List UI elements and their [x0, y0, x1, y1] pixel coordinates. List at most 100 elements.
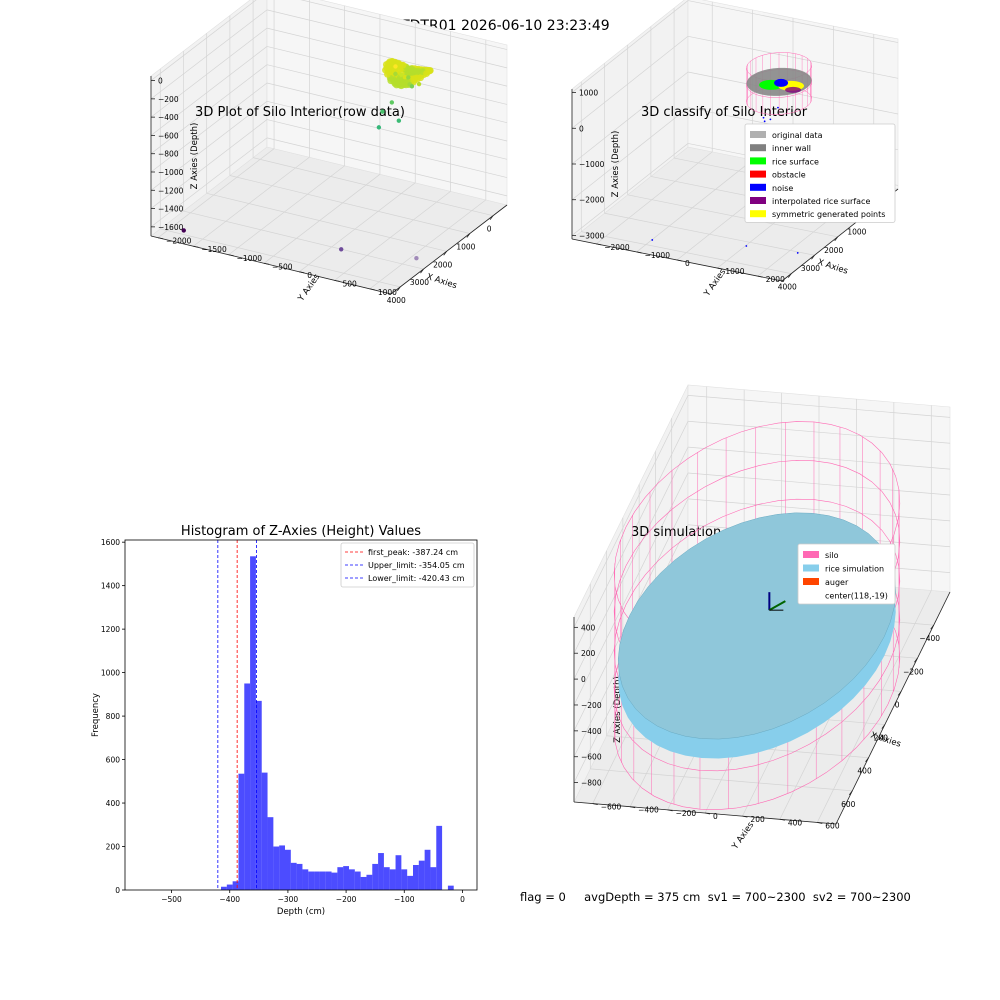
y-tick-label: −200: [676, 809, 697, 818]
y-tick-label: 800: [106, 712, 121, 721]
histogram-bar: [314, 871, 320, 890]
legend-label: rice simulation: [825, 565, 884, 574]
grid-line: [266, 64, 508, 124]
histogram-bar: [273, 846, 280, 890]
noise-point: [796, 252, 799, 254]
grid-line: [150, 119, 268, 209]
x-tick-mark: [396, 286, 401, 292]
z-tick-label: 200: [581, 649, 596, 658]
y-tick-label: 200: [106, 843, 121, 852]
z-tick-label: −1600: [158, 223, 184, 232]
grid-line: [573, 446, 689, 680]
auger-marker: [768, 600, 786, 612]
y-tick-label: 400: [106, 799, 121, 808]
x-axis-line: [835, 591, 951, 825]
histogram-bar: [395, 855, 402, 890]
histogram-bar: [366, 874, 373, 890]
z-tick-label: −800: [581, 779, 602, 788]
x-tick-label: −200: [336, 895, 357, 904]
histogram-bar: [319, 871, 326, 890]
histogram-bar: [267, 817, 274, 890]
y-tick-label: −1000: [237, 254, 263, 263]
data-point: [387, 77, 395, 85]
legend-label: interpolated rice surface: [772, 197, 870, 206]
histogram-bar: [354, 871, 361, 890]
grid-line: [229, 175, 470, 234]
x-tick-mark: [914, 658, 918, 663]
data-point: [409, 84, 415, 89]
grid-line: [150, 82, 268, 173]
grid-line: [369, 199, 487, 290]
y-tick-mark: [636, 251, 642, 254]
histogram-bar: [285, 849, 291, 890]
x-tick-label: 1000: [847, 227, 866, 236]
y-tick-label: −600: [601, 803, 622, 812]
legend-swatch: [750, 197, 766, 204]
y-tick-label: −400: [638, 806, 659, 815]
y-tick-mark: [779, 818, 785, 821]
x-tick-label: 2000: [824, 246, 843, 255]
y-tick-label: 600: [825, 821, 840, 830]
data-point: [396, 118, 402, 123]
noise-region: [774, 78, 789, 87]
legend-label: auger: [825, 578, 849, 587]
data-point: [376, 125, 382, 130]
grid-line: [206, 192, 447, 252]
x-tick-mark: [897, 691, 902, 696]
data-point: [416, 81, 422, 87]
grid-line: [571, 36, 689, 129]
legend-label: Lower_limit: -420.43 cm: [368, 574, 465, 583]
x-tick-label: 0: [460, 895, 465, 904]
z-tick-label: −200: [158, 95, 179, 104]
data-point: [402, 74, 408, 80]
y-tick-mark: [704, 812, 711, 815]
x-tick-mark: [881, 724, 886, 729]
noise-point: [777, 106, 779, 109]
x-tick-label: −100: [394, 895, 415, 904]
legend-label: rice surface: [772, 157, 819, 166]
histogram-bar: [261, 772, 268, 890]
histogram-bar: [296, 863, 303, 890]
legend-label: noise: [772, 184, 793, 193]
interpolated-surface-region: [785, 86, 802, 93]
x-tick-label: −400: [219, 895, 240, 904]
y-tick-label: −2000: [604, 243, 630, 252]
grid-line: [266, 82, 508, 142]
z-tick-label: −2000: [579, 196, 605, 205]
y-axis-label: Frequency: [91, 693, 101, 737]
legend-box: [744, 123, 896, 223]
histogram-bar: [413, 865, 419, 890]
chart-title: 3D classify of Silo Interior: [641, 105, 808, 120]
histogram-bar: [302, 869, 309, 890]
data-point: [382, 61, 390, 68]
y-tick-label: −1000: [645, 251, 671, 260]
grid-line: [636, 159, 753, 253]
y-tick-label: 0: [685, 259, 690, 268]
x-axis-label: X Axies: [816, 257, 849, 276]
x-tick-mark: [811, 255, 815, 260]
x-tick-mark: [466, 233, 471, 238]
y-tick-label: −2000: [166, 237, 192, 246]
z-tick-label: 0: [581, 675, 586, 684]
legend-label: inner wall: [772, 144, 811, 153]
grid-line: [150, 64, 268, 154]
histogram-bar: [308, 871, 315, 890]
z-tick-label: 0: [579, 124, 584, 133]
z-tick-label: 1000: [579, 89, 598, 98]
status-line: flag = 0 avgDepth = 375 cm sv1 = 700~230…: [520, 890, 911, 904]
grid-line: [157, 148, 275, 238]
y-tick-label: −1500: [201, 245, 227, 254]
grid-line: [150, 9, 268, 100]
y-axis-label: Y Axies: [702, 267, 729, 299]
y-tick-mark: [334, 279, 340, 282]
depth-histogram: Histogram of Z-Axies (Height) Values −500…: [91, 524, 478, 917]
histogram-bar: [337, 867, 344, 890]
y-axis-line: [150, 235, 392, 295]
grid-line: [596, 151, 713, 245]
z-tick-label: −1400: [158, 205, 184, 214]
grid-line: [228, 165, 345, 256]
histogram-bar: [447, 885, 454, 890]
data-point: [399, 61, 407, 69]
histogram-bar: [360, 876, 367, 890]
